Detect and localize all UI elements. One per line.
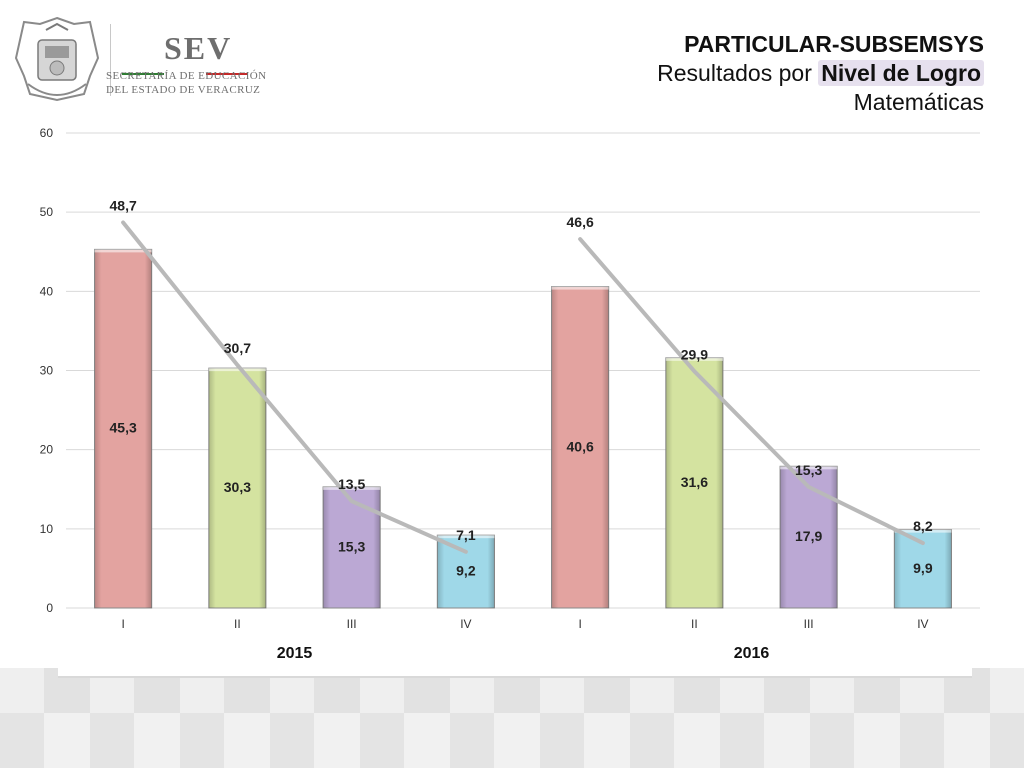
y-tick-label: 30 [40,364,54,378]
x-tick-label: IV [460,617,471,631]
page-title: PARTICULAR-SUBSEMSYS Resultados por Nive… [657,30,984,117]
title-highlight: Nivel de Logro [818,60,984,86]
bar-shading [437,535,495,608]
bar-shading [94,249,152,608]
logo-line-1: SECRETARÍA DE EDUCACIÓN [106,70,267,82]
line-value-label: 46,6 [567,214,594,230]
bar-value-label: 31,6 [681,474,708,490]
bar-value-label: 40,6 [567,438,594,454]
trend-line-2016 [578,237,925,546]
line-value-label: 29,9 [681,346,708,362]
bar-value-label: 9,2 [456,563,476,579]
veracruz-seal-icon [14,16,100,102]
group-label-2016: 2016 [734,645,770,662]
bar-shading [665,357,723,608]
bar-top-highlight [551,286,609,290]
bar-shading [551,286,609,608]
title-line-2-prefix: Resultados por [657,60,819,86]
y-tick-label: 10 [40,522,54,536]
x-tick-label: III [804,617,814,631]
line-value-label: 8,2 [913,518,933,534]
title-line-2: Resultados por Nivel de Logro [657,59,984,88]
bar-shading [780,466,838,608]
y-tick-label: 0 [46,601,53,615]
x-tick-label: I [578,617,581,631]
line-value-label: 48,7 [110,197,137,213]
group-label-2015: 2015 [277,645,313,662]
bar-top-highlight [208,368,266,372]
logo-flag-stripe [122,62,248,75]
bar-value-label: 45,3 [110,420,137,436]
x-tick-label: II [234,617,241,631]
line-value-label: 15,3 [795,462,822,478]
sev-logo: SEV SECRETARÍA DE EDUCACIÓN DEL ESTADO D… [14,14,266,106]
line-value-label: 13,5 [338,476,365,492]
logo-line-2: DEL ESTADO DE VERACRUZ [106,84,261,96]
x-tick-label: IV [917,617,928,631]
bar-shading [323,486,381,608]
line-value-label: 7,1 [456,527,476,543]
bar-top-highlight [665,357,723,361]
title-line-3: Matemáticas [853,89,984,115]
chart-frame [58,628,972,678]
trend-line-2015 [121,220,468,554]
y-tick-label: 60 [40,126,54,140]
bar-value-label: 15,3 [338,538,365,554]
bar-shading [208,368,266,608]
bar-top-highlight [323,486,381,490]
bar-top-highlight [780,466,838,470]
logo-brand: SEV [164,30,233,66]
bar-top-highlight [437,535,495,539]
x-tick-label: III [347,617,357,631]
line-value-label: 30,7 [224,340,251,356]
title-line-1: PARTICULAR-SUBSEMSYS [684,31,984,57]
x-tick-label: I [121,617,124,631]
bar-top-highlight [894,529,952,533]
logo-divider [110,24,111,96]
y-tick-label: 50 [40,205,54,219]
bar-value-label: 30,3 [224,479,251,495]
x-tick-label: II [691,617,698,631]
bar-value-label: 9,9 [913,560,933,576]
y-tick-label: 40 [40,284,54,298]
footer-decoration [0,668,1024,768]
bar-value-label: 17,9 [795,528,822,544]
bar-top-highlight [94,249,152,253]
y-tick-label: 20 [40,443,54,457]
